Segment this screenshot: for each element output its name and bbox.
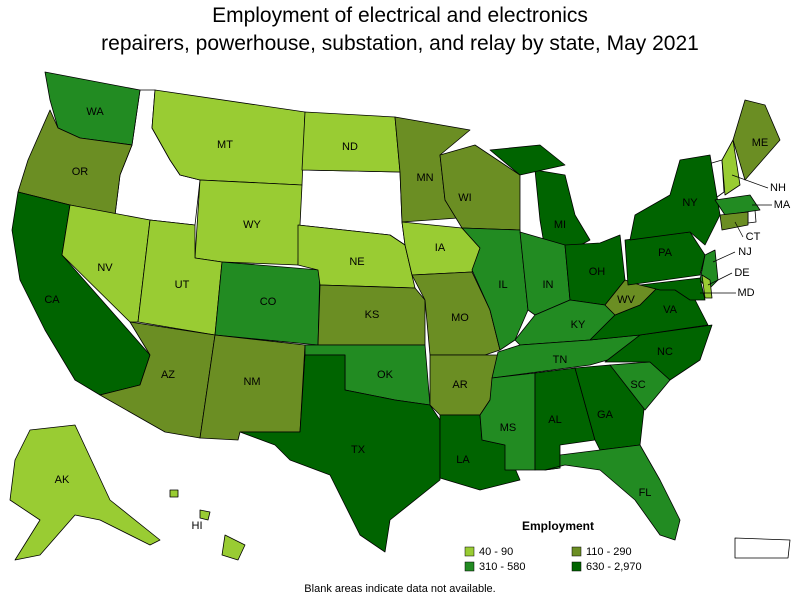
state (239, 354, 441, 553)
legend-title: Employment (522, 519, 594, 533)
state-label: HI (192, 520, 203, 532)
state-label: OH (589, 266, 606, 278)
state-label: VA (663, 304, 678, 316)
legend-label: 310 - 580 (479, 561, 525, 573)
state-label: DE (734, 267, 749, 279)
state (544, 444, 681, 541)
state (489, 144, 566, 176)
state (732, 99, 781, 181)
state-label: MD (737, 287, 754, 299)
state-label: GA (597, 409, 614, 421)
state-label: MO (451, 312, 469, 324)
leader-line (712, 251, 736, 263)
state-label: MS (500, 422, 517, 434)
state-label: CT (746, 231, 761, 243)
state (221, 534, 246, 561)
state (701, 274, 713, 299)
state-label: MI (554, 219, 566, 231)
state-label: NE (349, 256, 364, 268)
state (721, 139, 741, 196)
legend-label: 40 - 90 (479, 546, 513, 558)
state-label: CO (260, 296, 277, 308)
state-label: FL (639, 487, 652, 499)
state (199, 509, 211, 521)
state-label: OK (377, 369, 394, 381)
legend-swatch (571, 561, 582, 572)
states (9, 71, 781, 561)
state-label: AL (548, 414, 561, 426)
state-label: IL (498, 279, 507, 291)
state-label: AR (452, 379, 467, 391)
state-label: WI (458, 192, 471, 204)
state (534, 169, 591, 251)
legend-swatch (571, 546, 582, 557)
state-label: NC (657, 346, 673, 358)
legend: 40 - 90 110 - 290 310 - 580 630 - 2,970 (464, 546, 642, 573)
leader-line (707, 272, 733, 286)
state-label: CA (44, 294, 60, 306)
state-label: KY (571, 319, 586, 331)
legend-swatch (464, 561, 475, 572)
state (519, 231, 571, 316)
leader-line (734, 221, 744, 238)
state-blank (747, 209, 757, 224)
state-label: TN (553, 354, 568, 366)
legend-label: 110 - 290 (586, 546, 632, 558)
state-label: ND (342, 141, 358, 153)
state-label: IA (435, 242, 446, 254)
state-label: UT (175, 279, 190, 291)
title-line: repairers, powerhouse, substation, and r… (101, 32, 699, 55)
state (639, 277, 706, 301)
state (719, 211, 749, 231)
footnote: Blank areas indicate data not available. (304, 583, 495, 595)
state-label: WY (243, 219, 261, 231)
state (9, 424, 161, 561)
state-label: ME (752, 137, 769, 149)
state-label: NJ (738, 246, 751, 258)
state-label: PA (658, 247, 673, 259)
territory-blank (734, 537, 791, 559)
state-label: NH (770, 182, 786, 194)
state (714, 194, 761, 216)
state (194, 179, 303, 266)
legend-label: 630 - 2,970 (586, 561, 642, 573)
state-label: MN (416, 172, 433, 184)
title-line: Employment of electrical and electronics (212, 4, 588, 27)
state (169, 489, 179, 498)
state-label: IN (543, 279, 554, 291)
state-label: OR (72, 166, 89, 178)
state-label: KS (365, 309, 380, 321)
state-label: SC (630, 379, 645, 391)
labels: WA OR CA NV MT WY UT AZ CO NM ND NE KS OK TX MN IA MO AR LA… (44, 106, 791, 532)
state-label: AK (55, 474, 70, 486)
state-label: NV (97, 262, 113, 274)
state-label: NY (682, 197, 698, 209)
state-label: TX (351, 444, 366, 456)
legend-swatch (464, 546, 475, 557)
state (17, 109, 133, 216)
state-label: WA (86, 106, 104, 118)
state (411, 271, 501, 356)
state-label: WV (617, 294, 635, 306)
state-label: NM (243, 376, 260, 388)
state-label: LA (456, 454, 470, 466)
state-label: AZ (161, 369, 175, 381)
state (61, 204, 151, 323)
state-label: MA (774, 199, 791, 211)
state-label: MT (217, 139, 233, 151)
state (317, 284, 426, 346)
leader-line (731, 174, 769, 189)
state (629, 154, 721, 246)
